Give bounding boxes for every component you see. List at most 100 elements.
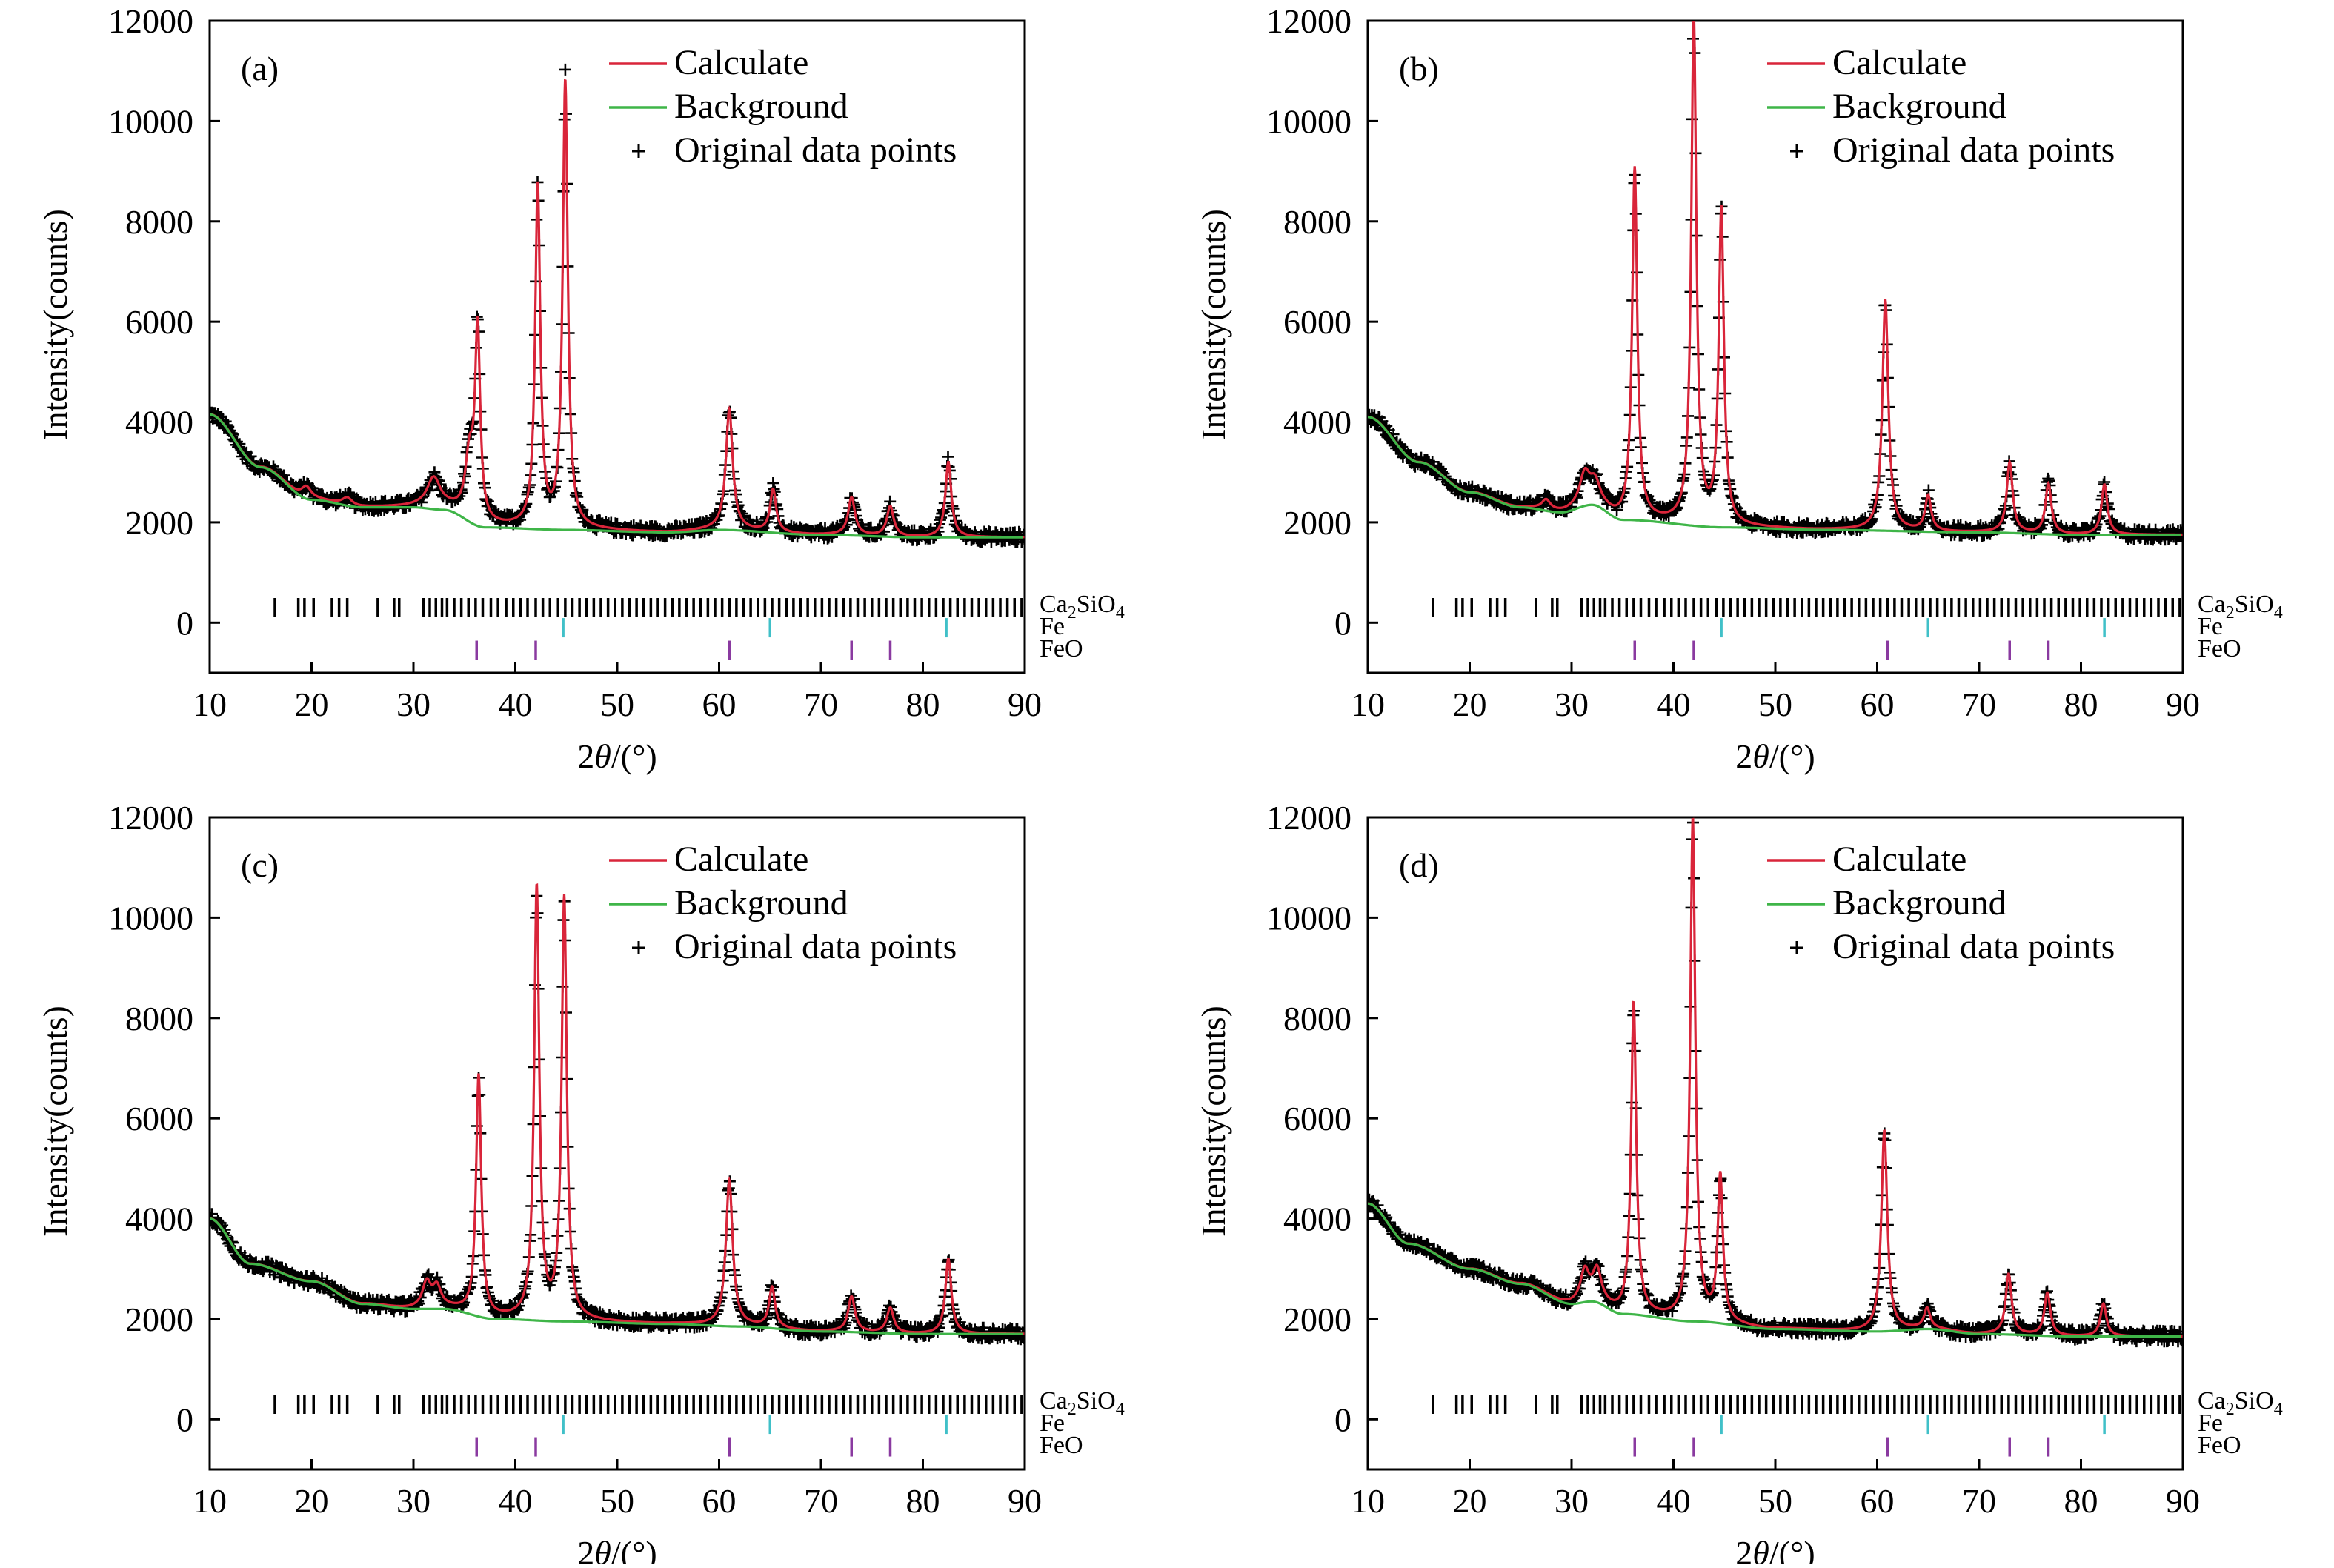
phase-ticks-feo (1633, 1437, 2050, 1457)
x-tick-label: 70 (804, 685, 838, 723)
phase-label: Ca2SiO4 (2198, 591, 2283, 622)
y-axis-label: Intensity(counts) (1194, 209, 1232, 440)
y-tick-label: 8000 (125, 1000, 193, 1037)
legend: Calculate Background Original data points (1767, 840, 2115, 966)
y-tick-label: 4000 (1283, 1200, 1351, 1238)
x-tick-label: 90 (2166, 685, 2200, 723)
x-tick-label: 60 (1861, 1482, 1895, 1520)
y-tick-label: 2000 (125, 504, 193, 542)
series-background (210, 1217, 1023, 1335)
series-background (210, 413, 1023, 539)
data-layer (1368, 21, 2183, 546)
y-tick-label: 0 (1334, 1401, 1351, 1438)
y-tick-label: 8000 (125, 203, 193, 241)
data-layer (210, 883, 1025, 1346)
y-tick-label: 6000 (1283, 303, 1351, 341)
chart-panel: 10 20 30 40 50 60 70 80 90 0 2000 4000 6000 8000 10000… (1194, 799, 2283, 1568)
panel-label: (b) (1399, 50, 1439, 87)
series-background (1368, 416, 2181, 536)
x-tick-label: 70 (804, 1482, 838, 1520)
data-layer (1368, 817, 2183, 1348)
y-tick-label: 4000 (125, 404, 193, 442)
legend-swatch-data-points (632, 144, 645, 158)
phase-ticks-fe (562, 618, 948, 638)
x-tick-label: 70 (1962, 685, 1996, 723)
y-tick-label: 12000 (1266, 799, 1351, 837)
x-axis-label-prefix: 2 (577, 1534, 594, 1564)
legend-label: Original data points (1832, 927, 2115, 966)
phase-label: FeO (2198, 1432, 2241, 1459)
phase-ticks-ca2sio4 (273, 1395, 1023, 1414)
panel-label: (a) (241, 50, 279, 87)
y-axis-label: Intensity(counts) (1194, 1006, 1232, 1237)
x-axis-label-unit: /(°) (611, 737, 657, 775)
phase-ticks-ca2sio4 (273, 598, 1023, 617)
x-tick-label: 90 (1008, 685, 1042, 723)
chart-panel: 10 20 30 40 50 60 70 80 90 0 2000 4000 6000 8000 10000… (36, 2, 1125, 775)
y-tick-label: 0 (1334, 604, 1351, 642)
x-tick-label: 30 (396, 685, 430, 723)
phase-ticks-feo (475, 1437, 892, 1457)
x-tick-label: 60 (702, 1482, 737, 1520)
y-tick-label: 8000 (1283, 1000, 1351, 1037)
panel-label: (d) (1399, 846, 1439, 884)
phase-ticks-fe (1720, 618, 2106, 638)
y-tick-label: 4000 (1283, 404, 1351, 442)
y-tick-label: 12000 (1266, 2, 1351, 40)
x-axis-label-prefix: 2 (577, 737, 594, 775)
x-tick-label: 90 (1008, 1482, 1042, 1520)
x-tick-label: 50 (1758, 685, 1792, 723)
x-axis-label-theta: θ (594, 1534, 611, 1564)
y-tick-label: 0 (176, 1401, 193, 1438)
x-axis-label: 2θ/(°) (1735, 1534, 1815, 1564)
legend-label: Background (1832, 87, 2006, 126)
phase-ticks-ca2sio4 (1432, 1395, 2181, 1414)
x-tick-label: 70 (1962, 1482, 1996, 1520)
data-layer (210, 63, 1025, 548)
phase-ticks-feo (475, 640, 892, 660)
y-tick-label: 12000 (108, 799, 193, 837)
x-axis-label: 2θ/(°) (1735, 737, 1815, 775)
y-tick-label: 4000 (125, 1200, 193, 1238)
x-tick-label: 20 (1453, 1482, 1487, 1520)
legend-label: Original data points (674, 927, 957, 966)
x-tick-label: 10 (1351, 1482, 1385, 1520)
legend-label: Calculate (674, 43, 808, 82)
x-axis-label: 2θ/(°) (577, 1534, 656, 1564)
x-tick-label: 40 (1657, 1482, 1691, 1520)
x-tick-label: 20 (295, 685, 329, 723)
phase-label: Fe (2198, 1409, 2223, 1437)
series-calculate (1368, 21, 2183, 536)
legend: Calculate Background Original data points (609, 43, 957, 170)
legend-swatch-data-points (1790, 941, 1803, 954)
x-axis-label-theta: θ (594, 737, 611, 775)
x-tick-label: 80 (2064, 1482, 2098, 1520)
legend-label: Background (674, 883, 848, 923)
legend-label: Background (1832, 883, 2006, 923)
phase-label: Fe (2198, 613, 2223, 640)
y-tick-label: 10000 (108, 899, 193, 937)
y-tick-label: 6000 (1283, 1100, 1351, 1137)
y-tick-label: 10000 (108, 102, 193, 140)
y-axis-label: Intensity(counts) (36, 1006, 74, 1237)
y-tick-label: 2000 (1283, 1300, 1351, 1338)
x-tick-label: 40 (499, 685, 533, 723)
x-axis-label-unit: /(°) (1769, 1534, 1815, 1564)
x-axis-label-theta: θ (1752, 737, 1769, 775)
y-tick-label: 2000 (1283, 504, 1351, 542)
x-axis-label-theta: θ (1752, 1534, 1769, 1564)
y-tick-label: 2000 (125, 1300, 193, 1338)
x-tick-label: 10 (193, 1482, 227, 1520)
y-tick-label: 6000 (125, 303, 193, 341)
series-original-data-points (1368, 817, 2183, 1348)
panel-label: (c) (241, 846, 279, 884)
phase-label: FeO (2198, 635, 2241, 662)
x-tick-label: 80 (906, 1482, 940, 1520)
x-tick-label: 40 (499, 1482, 533, 1520)
legend-label: Calculate (1832, 840, 1966, 879)
y-tick-label: 10000 (1266, 899, 1351, 937)
legend-label: Background (674, 87, 848, 126)
x-tick-label: 60 (702, 685, 737, 723)
